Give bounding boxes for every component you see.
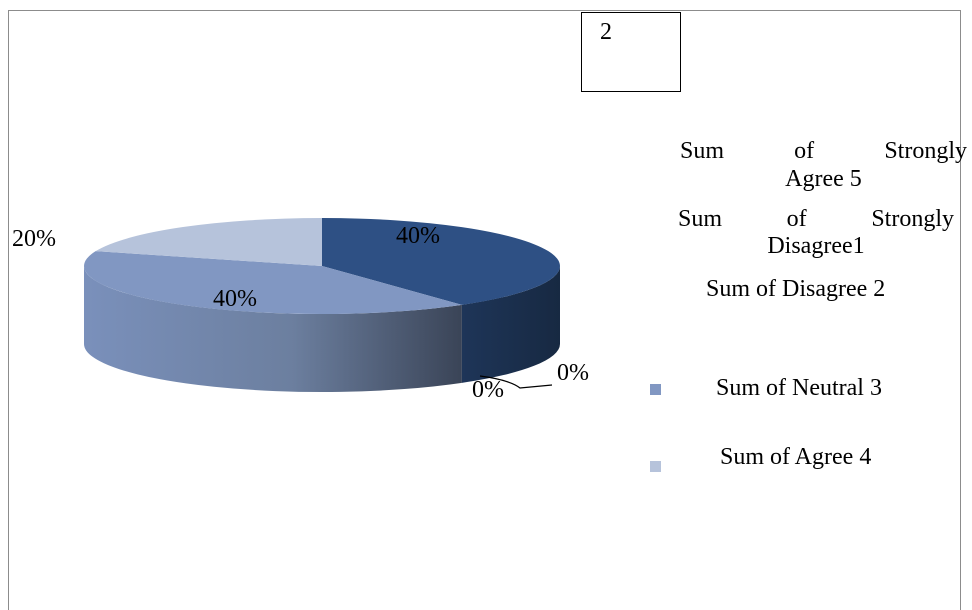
legend-item-disagree: Sum of Disagree 2 — [706, 276, 885, 303]
legend-swatch-agree — [650, 461, 661, 472]
data-label-3: 40% — [213, 286, 257, 312]
legend-item-strongly-disagree: Sum of Strongly — [678, 206, 954, 233]
legend-label-strongly-agree-line2: Agree 5 — [785, 166, 862, 192]
data-label-1: 0% — [557, 360, 589, 386]
legend-label-strongly-agree-line1: Sum of Strongly — [680, 138, 967, 164]
legend-swatch-neutral — [650, 384, 661, 395]
pie-chart: 40% 0% 0% 40% 20% — [12, 218, 589, 403]
legend-item-strongly-disagree-line2: Disagree1 — [678, 233, 954, 260]
legend-item-agree: Sum of Agree 4 — [720, 444, 871, 471]
figure-number-box: 2 — [581, 12, 681, 92]
pie-side-0 — [461, 266, 560, 383]
legend-label-strongly-disagree-line1: Sum of Strongly — [678, 206, 954, 232]
data-label-2: 0% — [472, 377, 504, 403]
data-label-0: 40% — [396, 223, 440, 249]
data-label-4: 20% — [12, 226, 56, 252]
legend-item-strongly-agree-line2: Agree 5 — [680, 166, 967, 193]
legend-label-neutral: Sum of Neutral 3 — [716, 375, 882, 401]
pie-slice-3 — [83, 251, 462, 315]
pie-slice-4 — [95, 218, 322, 266]
pie-slice-0 — [322, 218, 560, 305]
figure-number: 2 — [600, 19, 612, 45]
pie-side-3 — [83, 266, 462, 393]
chart-frame — [8, 10, 961, 610]
legend-label-agree: Sum of Agree 4 — [720, 444, 872, 470]
leader-line-0 — [479, 375, 553, 389]
legend-label-strongly-disagree-line2: Disagree1 — [767, 233, 865, 259]
legend-item-strongly-agree: Sum of Strongly — [680, 138, 967, 165]
legend-label-disagree: Sum of Disagree 2 — [706, 276, 886, 302]
legend-item-neutral: Sum of Neutral 3 — [716, 375, 882, 402]
